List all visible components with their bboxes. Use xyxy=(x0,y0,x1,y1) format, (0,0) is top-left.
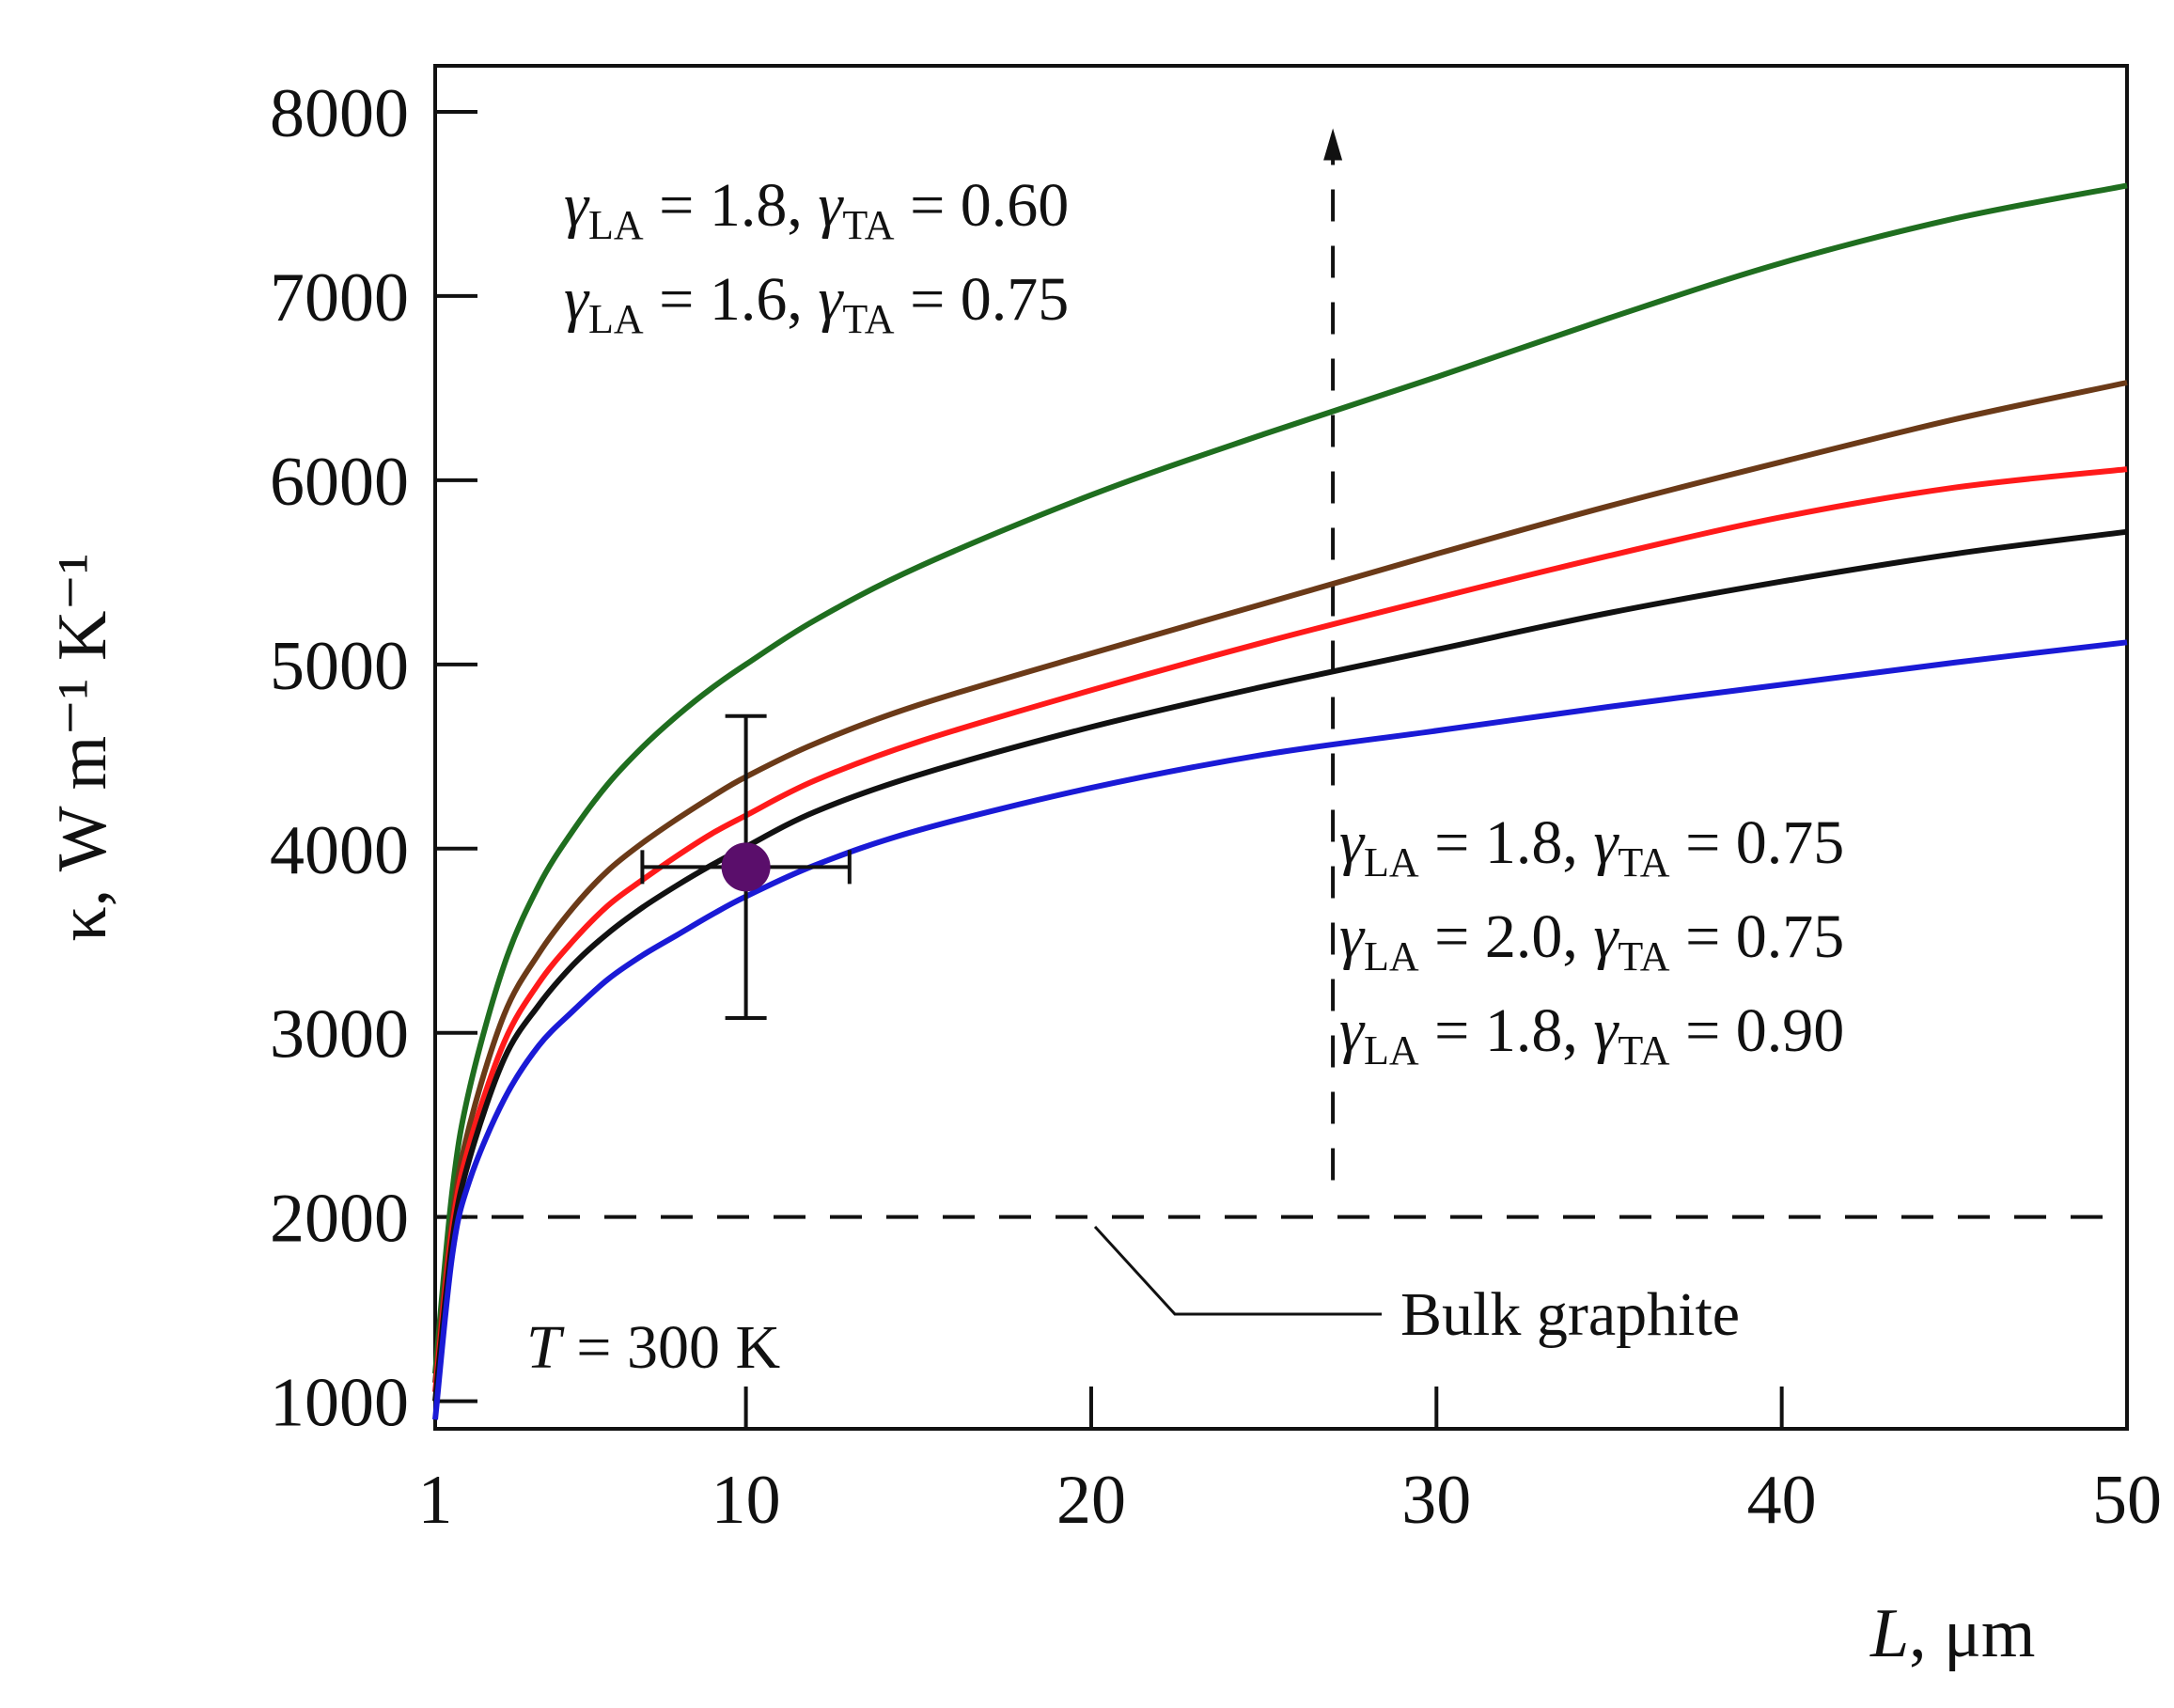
experimental-point xyxy=(640,713,852,1021)
annotation-upper-line-1: γLA = 1.8, γTA = 0.60 xyxy=(564,171,1069,248)
x-tick-label: 20 xyxy=(1056,1462,1126,1539)
y-tick-label: 5000 xyxy=(270,628,409,705)
reference-lines xyxy=(435,128,2127,1219)
y-tick-label: 2000 xyxy=(270,1181,409,1258)
temperature-label: T = 300 K xyxy=(526,1313,780,1382)
annotation-lower: γLA = 1.8, γTA = 0.75 γLA = 2.0, γTA = 0… xyxy=(1339,808,1844,1073)
annotation-upper-line-2: γLA = 1.6, γTA = 0.75 xyxy=(564,265,1069,342)
x-tick-label: 50 xyxy=(2092,1462,2162,1539)
x-tick-label: 40 xyxy=(1747,1462,1817,1539)
annotation-lower-line-3: γLA = 1.8, γTA = 0.90 xyxy=(1339,996,1844,1073)
x-ticks: 1 10 20 30 40 50 xyxy=(418,1387,2162,1539)
x-tick-label: 30 xyxy=(1401,1462,1471,1539)
arrow-head-icon xyxy=(1323,128,1343,161)
y-tick-label: 4000 xyxy=(270,812,409,889)
annotation-lower-line-1: γLA = 1.8, γTA = 0.75 xyxy=(1339,808,1844,885)
experimental-data-point xyxy=(721,842,771,892)
annotation-lower-line-2: γLA = 2.0, γTA = 0.75 xyxy=(1339,902,1844,979)
y-tick-label: 6000 xyxy=(270,444,409,521)
y-tick-label: 8000 xyxy=(270,75,409,152)
series-line-5 xyxy=(432,639,2128,1420)
annotation-upper: γLA = 1.8, γTA = 0.60 γLA = 1.6, γTA = 0… xyxy=(564,171,1069,342)
series-line-3 xyxy=(432,466,2128,1393)
series-line-1 xyxy=(432,182,2128,1374)
x-axis-title: L, μm xyxy=(1869,1595,2035,1672)
y-ticks: 1000 2000 3000 4000 5000 6000 7000 8000 xyxy=(270,75,477,1442)
series-line-4 xyxy=(432,528,2128,1402)
x-tick-label: 10 xyxy=(712,1462,781,1539)
y-axis-title: κ, W m⁻¹ K⁻¹ xyxy=(44,553,121,941)
bulk-graphite-leader xyxy=(1093,1225,1382,1316)
y-tick-label: 7000 xyxy=(270,259,409,337)
series-line-2 xyxy=(432,380,2128,1384)
y-tick-label: 3000 xyxy=(270,996,409,1073)
x-tick-label: 1 xyxy=(418,1462,453,1539)
series-group xyxy=(432,182,2128,1420)
plot-area: 1 10 20 30 40 50 1000 2000 3000 4000 5000 6000 7000… xyxy=(270,64,2162,1539)
y-tick-label: 1000 xyxy=(270,1365,409,1442)
bulk-graphite-label: Bulk graphite xyxy=(1400,1280,1740,1349)
plot-frame xyxy=(433,64,2129,1431)
